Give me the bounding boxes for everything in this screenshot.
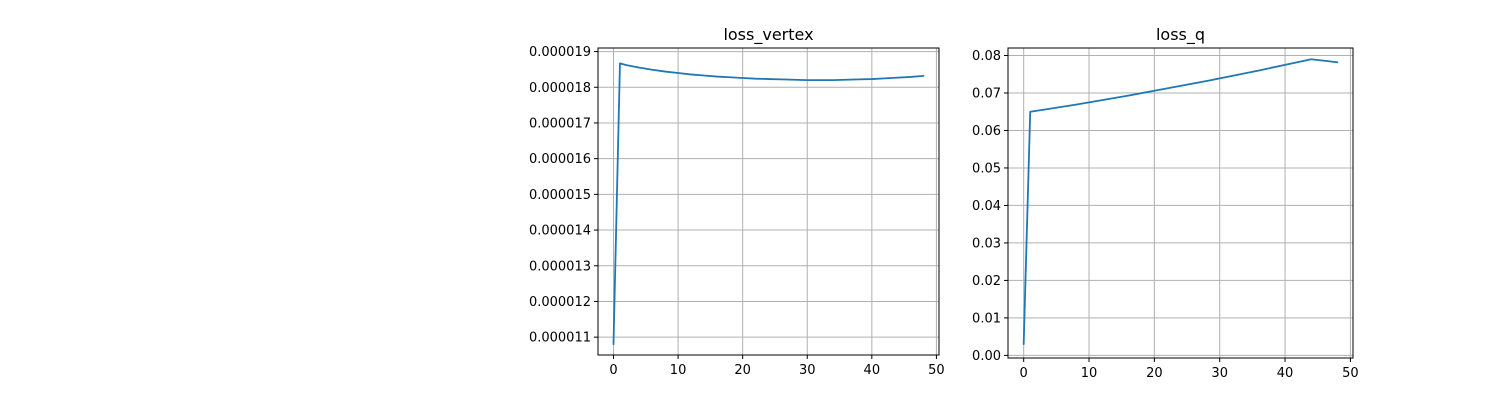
x-tick-label: 10 <box>670 363 687 378</box>
y-tick-label: 0.00 <box>972 349 1001 364</box>
x-tick-label: 10 <box>1081 366 1098 381</box>
y-tick-label: 0.000018 <box>529 81 591 96</box>
y-tick-label: 0.000011 <box>529 331 591 346</box>
x-tick-label: 30 <box>799 363 816 378</box>
y-axis-ticks: 0.00 0.01 0.02 0.03 0.04 0.05 0.06 0.07 0.08 <box>972 49 1008 364</box>
y-tick-label: 0.04 <box>972 199 1001 214</box>
y-tick-label: 0.000015 <box>529 188 591 203</box>
y-tick-label: 0.000013 <box>529 259 591 274</box>
x-tick-label: 20 <box>734 363 751 378</box>
chart-loss-vertex: 0 10 20 30 40 50 0.0000110.0000120.0000130.00… <box>529 25 945 378</box>
y-tick-label: 0.02 <box>972 274 1001 289</box>
y-tick-label: 0.08 <box>972 49 1001 64</box>
chart-loss-q: 0 10 20 30 40 50 0.00 0.01 0.02 0.03 0.04 0.05 0.06… <box>972 25 1359 381</box>
y-tick-label: 0.05 <box>972 161 1001 176</box>
x-tick-label: 50 <box>928 363 945 378</box>
grid <box>1008 48 1353 358</box>
x-tick-label: 0 <box>609 363 617 378</box>
y-tick-label: 0.07 <box>972 86 1001 101</box>
y-tick-label: 0.03 <box>972 236 1001 251</box>
series-line <box>612 62 925 346</box>
chart-title: loss_q <box>1156 25 1205 45</box>
y-tick-label: 0.000019 <box>529 45 591 60</box>
y-tick-label: 0.06 <box>972 124 1001 139</box>
x-tick-label: 40 <box>864 363 881 378</box>
y-tick-label: 0.01 <box>972 311 1001 326</box>
y-tick-label: 0.000017 <box>529 116 591 131</box>
axes-frame <box>1007 47 1354 359</box>
y-axis-ticks: 0.000011 0.000012 0.000013 0.000014 0.000015… <box>529 45 598 346</box>
x-axis-ticks: 0 10 20 30 40 50 <box>1020 358 1359 381</box>
x-tick-label: 0 <box>1020 366 1028 381</box>
chart-title: loss_vertex <box>723 25 813 45</box>
y-tick-label: 0.000012 <box>529 295 591 310</box>
x-tick-label: 50 <box>1342 366 1359 381</box>
y-tick-label: 0.000016 <box>529 152 591 167</box>
axes-frame <box>597 47 940 356</box>
x-tick-label: 40 <box>1277 366 1294 381</box>
series-line <box>1022 58 1339 346</box>
x-tick-label: 30 <box>1211 366 1228 381</box>
grid <box>598 48 939 355</box>
x-axis-ticks: 0 10 20 30 40 50 <box>609 355 945 378</box>
y-tick-label: 0.000014 <box>529 224 591 239</box>
x-tick-label: 20 <box>1146 366 1163 381</box>
